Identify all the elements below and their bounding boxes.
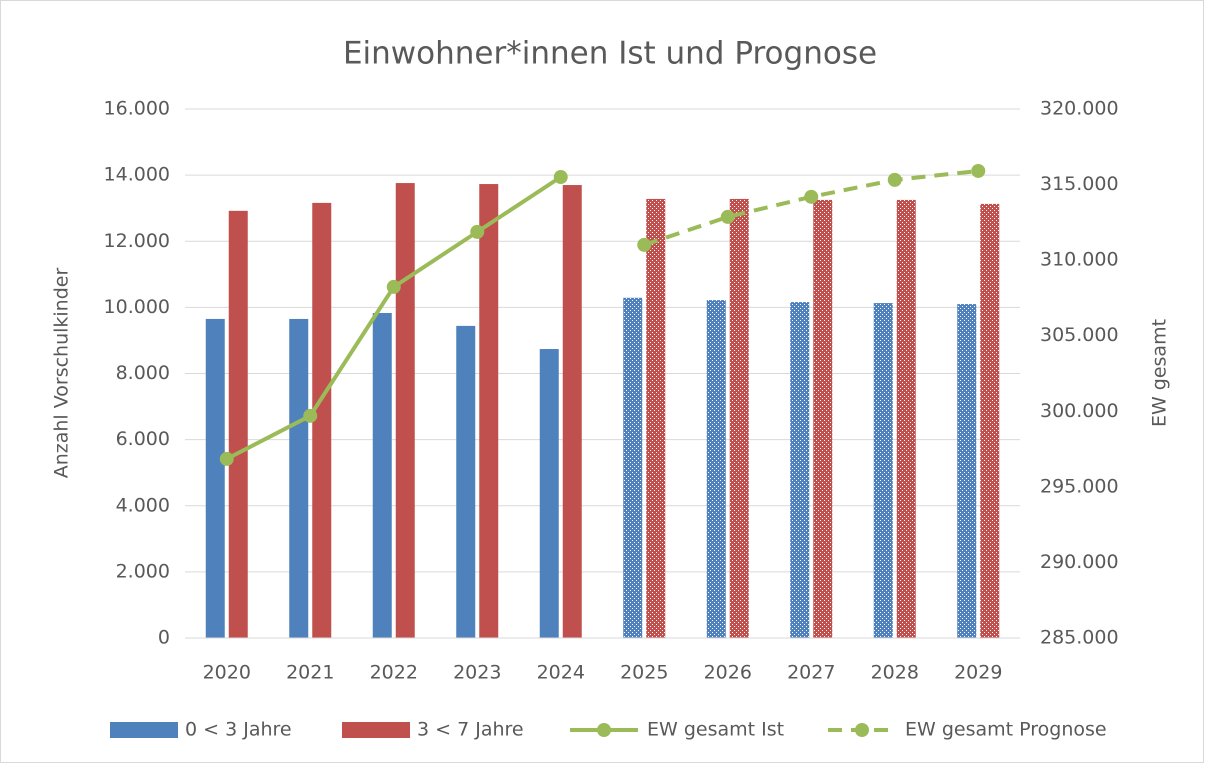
y-axis-title: Anzahl Vorschulkinder bbox=[51, 268, 73, 479]
y2-tick-label: 315.000 bbox=[1040, 173, 1119, 195]
legend-marker bbox=[855, 723, 869, 737]
x-tick-label: 2028 bbox=[871, 662, 919, 684]
bar bbox=[562, 185, 582, 638]
y-tick-label: 16.000 bbox=[104, 98, 170, 120]
line-marker bbox=[470, 224, 485, 239]
y-tick-label: 14.000 bbox=[104, 164, 170, 186]
y-tick-label: 8.000 bbox=[116, 362, 170, 384]
x-tick-label: 2025 bbox=[620, 662, 668, 684]
y2-tick-label: 285.000 bbox=[1040, 627, 1119, 649]
line-marker bbox=[386, 279, 401, 294]
legend-swatch bbox=[110, 722, 178, 738]
y-tick-label: 4.000 bbox=[116, 494, 170, 516]
chart-title: Einwohner*innen Ist und Prognose bbox=[343, 36, 877, 72]
legend-marker bbox=[597, 723, 611, 737]
bar bbox=[289, 318, 309, 638]
line-marker bbox=[303, 408, 318, 423]
x-tick-label: 2022 bbox=[370, 662, 418, 684]
y2-axis-title: EW gesamt bbox=[1149, 319, 1171, 427]
bar bbox=[646, 198, 666, 638]
y-tick-label: 0 bbox=[158, 627, 170, 649]
y-tick-label: 2.000 bbox=[116, 560, 170, 582]
legend-label: 3 < 7 Jahre bbox=[417, 719, 524, 741]
line-marker bbox=[971, 163, 986, 178]
bar bbox=[372, 312, 392, 638]
y-tick-label: 6.000 bbox=[116, 428, 170, 450]
bar bbox=[205, 318, 225, 638]
y2-tick-label: 295.000 bbox=[1040, 475, 1119, 497]
bar bbox=[790, 302, 810, 638]
bar bbox=[706, 300, 726, 638]
bar bbox=[479, 184, 499, 638]
x-tick-label: 2023 bbox=[453, 662, 501, 684]
y-tick-label: 12.000 bbox=[104, 230, 170, 252]
legend-label: 0 < 3 Jahre bbox=[185, 719, 292, 741]
line-marker bbox=[553, 170, 568, 185]
line-marker bbox=[637, 237, 652, 252]
x-tick-label: 2024 bbox=[537, 662, 585, 684]
line-marker bbox=[887, 172, 902, 187]
bar bbox=[729, 198, 749, 638]
y2-tick-label: 300.000 bbox=[1040, 400, 1119, 422]
x-tick-label: 2026 bbox=[704, 662, 752, 684]
bar bbox=[623, 297, 643, 638]
bar bbox=[456, 325, 476, 638]
x-tick-label: 2029 bbox=[954, 662, 1002, 684]
y2-tick-label: 290.000 bbox=[1040, 551, 1119, 573]
y2-tick-label: 305.000 bbox=[1040, 324, 1119, 346]
legend-label: EW gesamt Ist bbox=[647, 719, 784, 741]
legend-swatch bbox=[342, 722, 410, 738]
x-tick-label: 2021 bbox=[286, 662, 334, 684]
bar bbox=[873, 303, 893, 638]
legend-label: EW gesamt Prognose bbox=[905, 719, 1107, 741]
bar bbox=[896, 199, 916, 638]
bar bbox=[395, 183, 415, 638]
line-marker bbox=[720, 209, 735, 224]
line-marker bbox=[804, 189, 819, 204]
bar bbox=[312, 202, 332, 638]
bar bbox=[228, 210, 248, 638]
bar bbox=[813, 199, 833, 638]
y-tick-label: 10.000 bbox=[104, 296, 170, 318]
x-tick-label: 2027 bbox=[787, 662, 835, 684]
x-tick-label: 2020 bbox=[203, 662, 251, 684]
line-marker bbox=[219, 451, 234, 466]
bar bbox=[957, 304, 977, 638]
y2-tick-label: 320.000 bbox=[1040, 98, 1119, 120]
bar bbox=[539, 349, 559, 638]
bar bbox=[980, 203, 1000, 638]
y2-tick-label: 310.000 bbox=[1040, 249, 1119, 271]
